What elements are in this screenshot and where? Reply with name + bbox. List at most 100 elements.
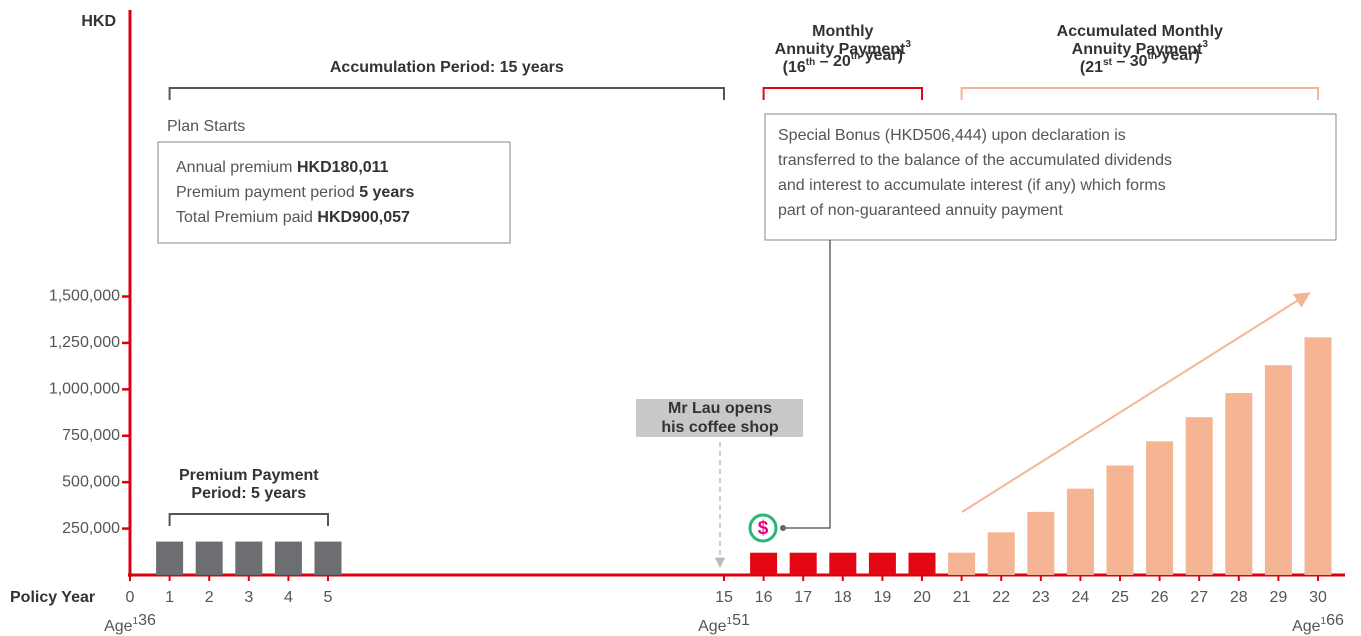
y-tick-label: 1,250,000 bbox=[49, 334, 120, 351]
bonus-text: Special Bonus (HKD506,444) upon declarat… bbox=[778, 127, 1126, 144]
x-tick-label: 3 bbox=[244, 589, 253, 606]
bracket bbox=[960, 87, 1319, 100]
text-part: Annual premium bbox=[176, 159, 297, 176]
x-tick-label: 2 bbox=[205, 589, 214, 606]
text-line: Age151 bbox=[698, 612, 750, 635]
bar bbox=[156, 541, 184, 575]
text-part: – 20 bbox=[815, 53, 851, 70]
x-tick-label: 30 bbox=[1309, 589, 1327, 606]
bar bbox=[1027, 511, 1055, 575]
x-tick-label: 27 bbox=[1190, 589, 1208, 606]
x-tick-label: 28 bbox=[1230, 589, 1248, 606]
x-tick-label: 23 bbox=[1032, 589, 1050, 606]
superscript: st bbox=[1103, 57, 1113, 68]
event-text: Mr Lau opens bbox=[668, 400, 772, 417]
text-part: 66 bbox=[1326, 612, 1344, 629]
text-part: Period: 5 years bbox=[191, 485, 306, 502]
x-tick-label: 22 bbox=[992, 589, 1010, 606]
x-tick-label: 4 bbox=[284, 589, 293, 606]
x-tick-label: 16 bbox=[755, 589, 773, 606]
y-tick-label: 1,500,000 bbox=[49, 288, 120, 305]
bar bbox=[1225, 393, 1253, 575]
dollar-sign: $ bbox=[758, 518, 769, 539]
x-tick-label: 17 bbox=[794, 589, 812, 606]
text-line: Accumulation Period: 15 years bbox=[330, 59, 564, 76]
text-part: year) bbox=[860, 47, 903, 64]
bonus-box bbox=[764, 113, 1337, 241]
x-tick-label: 15 bbox=[715, 589, 733, 606]
bar bbox=[1106, 465, 1134, 575]
bonus-text: part of non-guaranteed annuity payment bbox=[778, 202, 1063, 219]
text-part: Annuity Payment bbox=[775, 41, 906, 58]
connector-dot bbox=[780, 525, 786, 531]
text-part: (21 bbox=[1080, 59, 1103, 76]
x-tick-label: 19 bbox=[874, 589, 892, 606]
bar bbox=[195, 541, 223, 575]
bar bbox=[987, 532, 1015, 575]
superscript: th bbox=[851, 51, 860, 62]
bracket bbox=[762, 87, 923, 100]
text-part: Total Premium paid bbox=[176, 209, 317, 226]
text-part: Age bbox=[698, 618, 727, 635]
x-tick-label: 1 bbox=[165, 589, 174, 606]
bonus-text: and interest to accumulate interest (if … bbox=[778, 177, 1166, 194]
text-part: Premium payment period bbox=[176, 184, 359, 201]
text-part: Annuity Payment bbox=[1072, 41, 1203, 58]
bar bbox=[789, 552, 817, 575]
text-line: Annuity Payment3 bbox=[775, 39, 912, 59]
superscript: 3 bbox=[1202, 39, 1208, 50]
y-tick-label: 500,000 bbox=[62, 473, 120, 490]
bar bbox=[1066, 488, 1094, 575]
x-tick-label: 21 bbox=[953, 589, 971, 606]
bold-part: HKD180,011 bbox=[297, 159, 389, 176]
event-text: his coffee shop bbox=[661, 419, 779, 436]
x-tick-label: 0 bbox=[126, 589, 135, 606]
text-line: Accumulated Monthly bbox=[1057, 23, 1223, 40]
bar bbox=[829, 552, 857, 575]
x-tick-label: 5 bbox=[324, 589, 333, 606]
bar bbox=[1304, 337, 1332, 575]
superscript: th bbox=[806, 57, 815, 68]
bar bbox=[274, 541, 302, 575]
text-part: (16 bbox=[783, 59, 806, 76]
text-line: Monthly bbox=[812, 23, 873, 40]
bar bbox=[908, 552, 936, 575]
bar bbox=[1264, 365, 1292, 575]
x-tick-label: 24 bbox=[1072, 589, 1090, 606]
superscript: 3 bbox=[905, 39, 911, 50]
y-tick-label: 250,000 bbox=[62, 520, 120, 537]
text-line: (16th – 20th year) bbox=[783, 47, 903, 76]
y-tick-label: 1,000,000 bbox=[49, 381, 120, 398]
bonus-text: transferred to the balance of the accumu… bbox=[778, 152, 1172, 169]
text-part: year) bbox=[1157, 47, 1200, 64]
text-part: Monthly bbox=[812, 23, 873, 40]
superscript: th bbox=[1148, 51, 1157, 62]
x-tick-label: 25 bbox=[1111, 589, 1129, 606]
y-tick-label: 750,000 bbox=[62, 427, 120, 444]
plan-starts: Plan Starts bbox=[167, 118, 245, 135]
text-part: Premium Payment bbox=[179, 467, 319, 484]
bar bbox=[868, 552, 896, 575]
superscript: 1 bbox=[727, 616, 733, 627]
bracket bbox=[168, 87, 725, 100]
text-part: 36 bbox=[138, 612, 156, 629]
y-axis-label: HKD bbox=[81, 13, 116, 30]
bold-part: 5 years bbox=[359, 184, 414, 201]
text-line: Annuity Payment3 bbox=[1072, 39, 1209, 59]
text-line: Annual premium HKD180,011 bbox=[176, 159, 389, 176]
text-part: 51 bbox=[732, 612, 750, 629]
text-line: Total Premium paid HKD900,057 bbox=[176, 209, 410, 226]
text-part: Age bbox=[104, 618, 133, 635]
x-tick-label: 20 bbox=[913, 589, 931, 606]
superscript: 1 bbox=[133, 616, 139, 627]
bar bbox=[1146, 441, 1174, 575]
bracket bbox=[168, 513, 329, 526]
event-box bbox=[636, 399, 803, 437]
x-axis-label: Policy Year bbox=[10, 589, 95, 606]
text-line: (21st – 30th year) bbox=[1080, 47, 1200, 76]
bar bbox=[1185, 417, 1213, 575]
bar bbox=[314, 541, 342, 575]
connector bbox=[783, 240, 831, 529]
text-part: Accumulated Monthly bbox=[1057, 23, 1223, 40]
